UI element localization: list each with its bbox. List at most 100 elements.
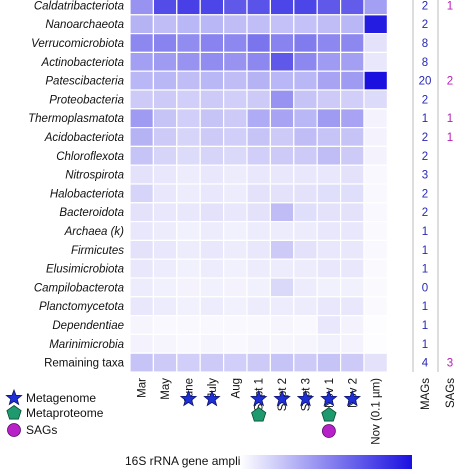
metagenome-marker-nov-2-icon bbox=[343, 389, 361, 407]
heatmap-cell-proteobacteria-nov-0-1-m bbox=[363, 89, 388, 110]
heatmap-cell-remaining-taxa-sept-1 bbox=[246, 352, 271, 373]
heatmap-cell-halobacteriota-nov-2 bbox=[340, 183, 365, 204]
heatmap-cell-planctomycetota-sept-2 bbox=[269, 296, 295, 317]
heatmap-cell-acidobacteriota-nov-1 bbox=[316, 126, 342, 147]
heatmap-cell-bacteroidota-sept-1 bbox=[246, 202, 271, 223]
colorbar: 16S rRNA gene amplicon bbox=[125, 454, 412, 469]
heatmap-cell-thermoplasmatota-nov-1 bbox=[316, 108, 342, 129]
heatmap-cell-thermoplasmatota-aug bbox=[223, 108, 248, 129]
sags-count: 2 bbox=[447, 76, 453, 88]
heatmap-cell-campilobacterota-mar bbox=[129, 277, 154, 298]
heatmap-cell-marinimicrobia-june bbox=[176, 333, 201, 354]
heatmap-cell-planctomycetota-nov-2 bbox=[340, 296, 365, 317]
heatmap-cell-proteobacteria-sept-2 bbox=[269, 89, 295, 110]
taxon-label: Acidobacteriota bbox=[44, 132, 124, 144]
heatmap-cell-nitrospirota-sept-3 bbox=[293, 164, 318, 185]
heatmap-cell-acidobacteriota-sept-2 bbox=[269, 126, 295, 147]
column-label-nov-0-1-m: Nov (0.1 µm) bbox=[371, 378, 383, 445]
heatmap-cell-actinobacteriota-sept-1 bbox=[246, 51, 271, 72]
heatmap-cell-proteobacteria-nov-2 bbox=[340, 89, 365, 110]
heatmap-cell-proteobacteria-sept-3 bbox=[293, 89, 318, 110]
heatmap-cell-proteobacteria-aug bbox=[223, 89, 248, 110]
column-label-sags: SAGs bbox=[445, 378, 457, 408]
heatmap-cell-patescibacteria-sept-1 bbox=[246, 70, 271, 91]
column-label-mags: MAGs bbox=[420, 378, 432, 410]
heatmap-cell-acidobacteriota-aug bbox=[223, 126, 248, 147]
taxon-label: Actinobacteriota bbox=[41, 57, 124, 69]
heatmap-cell-remaining-taxa-nov-2 bbox=[340, 352, 365, 373]
heatmap-cell-marinimicrobia-aug bbox=[223, 333, 248, 354]
heatmap-cell-nanoarchaeota-nov-1 bbox=[316, 14, 342, 35]
heatmap-cell-verrucomicrobiota-may bbox=[152, 32, 178, 53]
heatmap-cell-halobacteriota-sept-1 bbox=[246, 183, 271, 204]
heatmap-cell-acidobacteriota-may bbox=[152, 126, 178, 147]
mags-count: 1 bbox=[422, 301, 428, 313]
heatmap-cell-campilobacterota-sept-3 bbox=[293, 277, 318, 298]
legend-sags-icon bbox=[7, 423, 21, 437]
heatmap-cell-verrucomicrobiota-sept-2 bbox=[269, 32, 295, 53]
heatmap-cell-elusimicrobiota-nov-1 bbox=[316, 258, 342, 279]
legend-label-sags: SAGs bbox=[26, 423, 57, 437]
taxon-label: Planctomycetota bbox=[39, 301, 124, 313]
mags-count: 2 bbox=[422, 151, 428, 163]
heatmap-cell-dependentiae-sept-2 bbox=[269, 315, 295, 336]
heatmap-cell-caldatribacteriota-nov-0-1-m bbox=[363, 0, 388, 16]
heatmap-cell-remaining-taxa-sept-3 bbox=[293, 352, 318, 373]
heatmap-cell-planctomycetota-aug bbox=[223, 296, 248, 317]
heatmap-cell-chloroflexota-may bbox=[152, 145, 178, 166]
heatmap-cell-nanoarchaeota-may bbox=[152, 14, 178, 35]
heatmap-cell-campilobacterota-sept-2 bbox=[269, 277, 295, 298]
heatmap-cell-nanoarchaeota-july bbox=[199, 14, 225, 35]
heatmap-cell-actinobacteriota-aug bbox=[223, 51, 248, 72]
sags-count: 1 bbox=[447, 113, 453, 125]
mags-count: 1 bbox=[422, 264, 428, 276]
metagenome-marker-nov-1-icon bbox=[320, 389, 338, 407]
heatmap-cell-planctomycetota-mar bbox=[129, 296, 154, 317]
heatmap-cell-halobacteriota-aug bbox=[223, 183, 248, 204]
heatmap-cell-dependentiae-sept-1 bbox=[246, 315, 271, 336]
sags-count: 1 bbox=[447, 132, 453, 144]
heatmap-cell-firmicutes-sept-1 bbox=[246, 239, 271, 260]
count-columns: 2 1 2 8 8 20 2 2 1 1 2 1 2 3 2 2 1 1 1 0 1 1 1 4 3 bbox=[412, 0, 453, 372]
heatmap-cell-firmicutes-nov-2 bbox=[340, 239, 365, 260]
legend-metaproteome-icon bbox=[6, 405, 22, 420]
heatmap-cell-remaining-taxa-sept-2 bbox=[269, 352, 295, 373]
heatmap-cell-planctomycetota-may bbox=[152, 296, 178, 317]
heatmap-cell-archaea-k-july bbox=[199, 221, 225, 242]
heatmap-cell-actinobacteriota-mar bbox=[129, 51, 154, 72]
heatmap-cell-planctomycetota-july bbox=[199, 296, 225, 317]
heatmap-cell-elusimicrobiota-may bbox=[152, 258, 178, 279]
metaproteome-marker-sept-1-icon bbox=[251, 407, 267, 422]
heatmap-cell-thermoplasmatota-may bbox=[152, 108, 178, 129]
heatmap-cell-proteobacteria-nov-1 bbox=[316, 89, 342, 110]
heatmap-cell-verrucomicrobiota-nov-0-1-m bbox=[363, 32, 388, 53]
heatmap-cell-firmicutes-may bbox=[152, 239, 178, 260]
heatmap-cell-patescibacteria-nov-2 bbox=[340, 70, 365, 91]
heatmap-cell-planctomycetota-nov-1 bbox=[316, 296, 342, 317]
heatmap-cell-bacteroidota-sept-2 bbox=[269, 202, 295, 223]
heatmap-cell-planctomycetota-sept-1 bbox=[246, 296, 271, 317]
heatmap-cell-firmicutes-nov-0-1-m bbox=[363, 239, 388, 260]
heatmap-cell-caldatribacteriota-nov-1 bbox=[316, 0, 342, 16]
heatmap-cell-verrucomicrobiota-sept-3 bbox=[293, 32, 318, 53]
sample-markers bbox=[179, 389, 361, 438]
taxon-label: Archaea (k) bbox=[64, 226, 125, 238]
heatmap-cell-bacteroidota-aug bbox=[223, 202, 248, 223]
heatmap-cell-patescibacteria-sept-3 bbox=[293, 70, 318, 91]
heatmap-cell-caldatribacteriota-sept-1 bbox=[246, 0, 271, 16]
colorbar-label: 16S rRNA gene amplicon bbox=[125, 454, 260, 468]
heatmap-cell-elusimicrobiota-sept-2 bbox=[269, 258, 295, 279]
heatmap-cell-halobacteriota-june bbox=[176, 183, 201, 204]
heatmap-cell-acidobacteriota-mar bbox=[129, 126, 154, 147]
heatmap-cell-archaea-k-aug bbox=[223, 221, 248, 242]
heatmap-cell-thermoplasmatota-sept-3 bbox=[293, 108, 318, 129]
heatmap-cell-verrucomicrobiota-aug bbox=[223, 32, 248, 53]
heatmap-cell-verrucomicrobiota-nov-2 bbox=[340, 32, 365, 53]
heatmap-cell-dependentiae-nov-1 bbox=[316, 315, 342, 336]
column-label-july: July bbox=[207, 378, 219, 399]
taxon-label: Elusimicrobiota bbox=[46, 264, 124, 276]
heatmap-cell-nanoarchaeota-mar bbox=[129, 14, 154, 35]
heatmap-cell-nitrospirota-july bbox=[199, 164, 225, 185]
heatmap-cell-verrucomicrobiota-sept-1 bbox=[246, 32, 271, 53]
taxon-label: Verrucomicrobiota bbox=[31, 38, 124, 50]
